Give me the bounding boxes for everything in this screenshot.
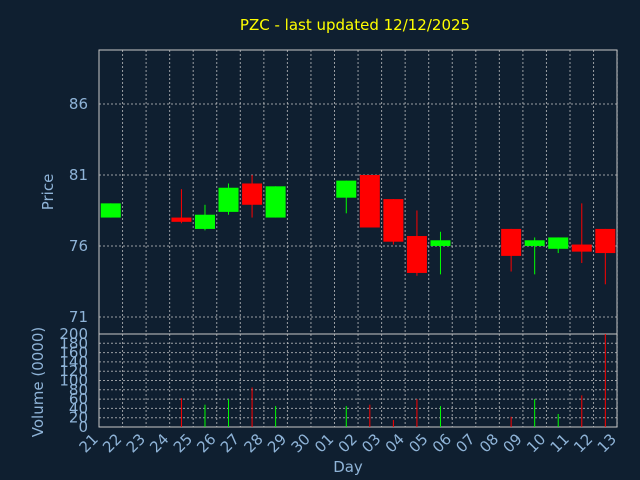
volume-tick-label: 200 bbox=[59, 325, 88, 343]
x-tick-label: 28 bbox=[240, 430, 266, 456]
candle-body bbox=[501, 228, 522, 256]
candle-body bbox=[242, 183, 263, 205]
x-tick-label: 13 bbox=[594, 430, 620, 456]
x-tick-label: 03 bbox=[358, 430, 384, 456]
candle-body bbox=[430, 240, 451, 246]
candle-body bbox=[359, 174, 380, 228]
volume-tick-label: 180 bbox=[59, 334, 88, 352]
candle-body bbox=[406, 236, 427, 273]
price-tick-label: 81 bbox=[69, 166, 88, 184]
price-panel: 86 81 76 71 bbox=[69, 49, 618, 335]
candle-body bbox=[336, 180, 357, 198]
price-tick-label: 76 bbox=[69, 237, 88, 255]
candle-body bbox=[194, 214, 215, 229]
x-tick-label: 27 bbox=[217, 430, 243, 456]
candle-body bbox=[171, 217, 192, 222]
candle-body bbox=[595, 228, 616, 254]
x-tick-label: 22 bbox=[99, 430, 125, 456]
volume-tick-label: 40 bbox=[69, 399, 88, 417]
candle-body bbox=[265, 186, 286, 218]
x-tick-label: 26 bbox=[193, 430, 219, 456]
x-tick-label: 07 bbox=[452, 430, 478, 456]
x-tick-label: 29 bbox=[264, 430, 290, 456]
volume-tick-label: 20 bbox=[69, 409, 88, 427]
x-tick-label: 09 bbox=[499, 430, 525, 456]
x-tick-label: 11 bbox=[547, 430, 573, 456]
candle-body bbox=[100, 203, 121, 218]
price-tick-label: 86 bbox=[69, 95, 88, 113]
volume-tick-label: 100 bbox=[59, 372, 88, 390]
volume-axis-label: Volume (0000) bbox=[29, 327, 47, 437]
x-tick-label: 01 bbox=[311, 430, 337, 456]
volume-tick-label: 60 bbox=[69, 390, 88, 408]
x-axis-label: Day bbox=[333, 458, 363, 476]
volume-tick-label: 80 bbox=[69, 381, 88, 399]
x-tick-label: 25 bbox=[170, 430, 196, 456]
x-tick-label: 08 bbox=[476, 430, 502, 456]
x-tick-label: 23 bbox=[123, 430, 149, 456]
volume-tick-label: 140 bbox=[59, 353, 88, 371]
x-tick-label: 12 bbox=[570, 430, 596, 456]
volume-tick-label: 0 bbox=[78, 418, 88, 436]
x-tick-label: 24 bbox=[146, 430, 172, 456]
x-tick-label: 10 bbox=[523, 430, 549, 456]
volume-tick-label: 160 bbox=[59, 344, 88, 362]
x-tick-label: 30 bbox=[288, 430, 314, 456]
candle-body bbox=[383, 199, 404, 242]
chart-title: PZC - last updated 12/12/2025 bbox=[240, 16, 470, 34]
x-tick-label: 04 bbox=[382, 430, 408, 456]
x-tick-label: 05 bbox=[405, 430, 431, 456]
volume-tick-label: 120 bbox=[59, 362, 88, 380]
x-tick-label: 06 bbox=[429, 430, 455, 456]
price-tick-label: 71 bbox=[69, 308, 88, 326]
candle-body bbox=[571, 244, 592, 252]
candle-body bbox=[218, 187, 239, 212]
candle-body bbox=[524, 240, 545, 246]
x-axis: 2122232425262728293001020304050607080910… bbox=[76, 430, 620, 456]
x-tick-label: 02 bbox=[335, 430, 361, 456]
price-axis-label: Price bbox=[39, 174, 57, 211]
candle-body bbox=[548, 237, 569, 249]
